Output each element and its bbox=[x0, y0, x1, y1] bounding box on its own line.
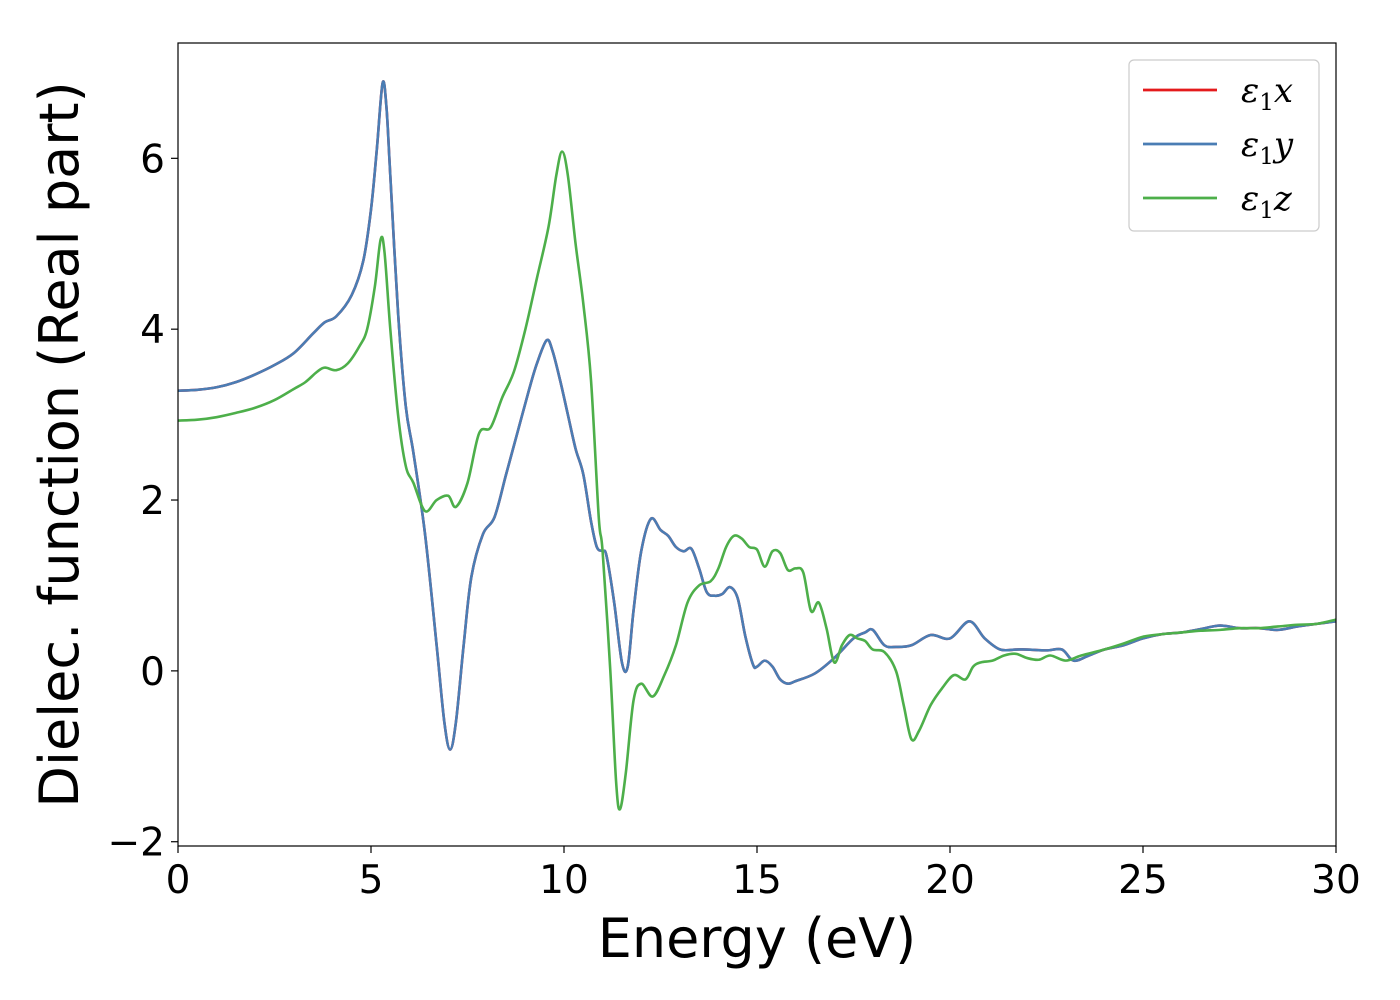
series-line-z bbox=[178, 150, 1336, 811]
x-axis-ticks: 0 5 10 15 20 25 30 bbox=[166, 846, 1361, 903]
y-tick-label: 2 bbox=[140, 479, 165, 524]
y-axis-label: Dielec. function (Real part) bbox=[28, 81, 91, 807]
x-axis-label: Energy (eV) bbox=[598, 907, 917, 970]
y-tick-label: 4 bbox=[140, 308, 165, 353]
x-tick-label: 30 bbox=[1311, 858, 1361, 903]
y-axis-ticks: −2 0 2 4 6 bbox=[108, 137, 178, 866]
legend-label: ε1z bbox=[1241, 179, 1293, 224]
x-tick-label: 15 bbox=[732, 858, 782, 903]
y-tick-label: −2 bbox=[108, 821, 166, 866]
legend-label: ε1y bbox=[1241, 125, 1294, 170]
x-tick-label: 10 bbox=[539, 858, 589, 903]
x-tick-label: 20 bbox=[925, 858, 975, 903]
legend-entry-z: ε1z bbox=[1143, 179, 1293, 224]
y-tick-label: 6 bbox=[140, 137, 165, 182]
legend-box bbox=[1128, 59, 1320, 232]
legend-entry-x: ε1x bbox=[1143, 71, 1293, 116]
y-tick-label: 0 bbox=[140, 650, 165, 695]
series-line-y bbox=[178, 80, 1336, 751]
x-tick-label: 25 bbox=[1118, 858, 1168, 903]
plot-lines bbox=[178, 80, 1336, 811]
legend-label: ε1x bbox=[1241, 71, 1293, 116]
x-tick-label: 0 bbox=[166, 858, 191, 903]
x-tick-label: 5 bbox=[359, 858, 384, 903]
legend: ε1x ε1y ε1z bbox=[1128, 59, 1320, 232]
legend-entry-y: ε1y bbox=[1143, 125, 1294, 170]
